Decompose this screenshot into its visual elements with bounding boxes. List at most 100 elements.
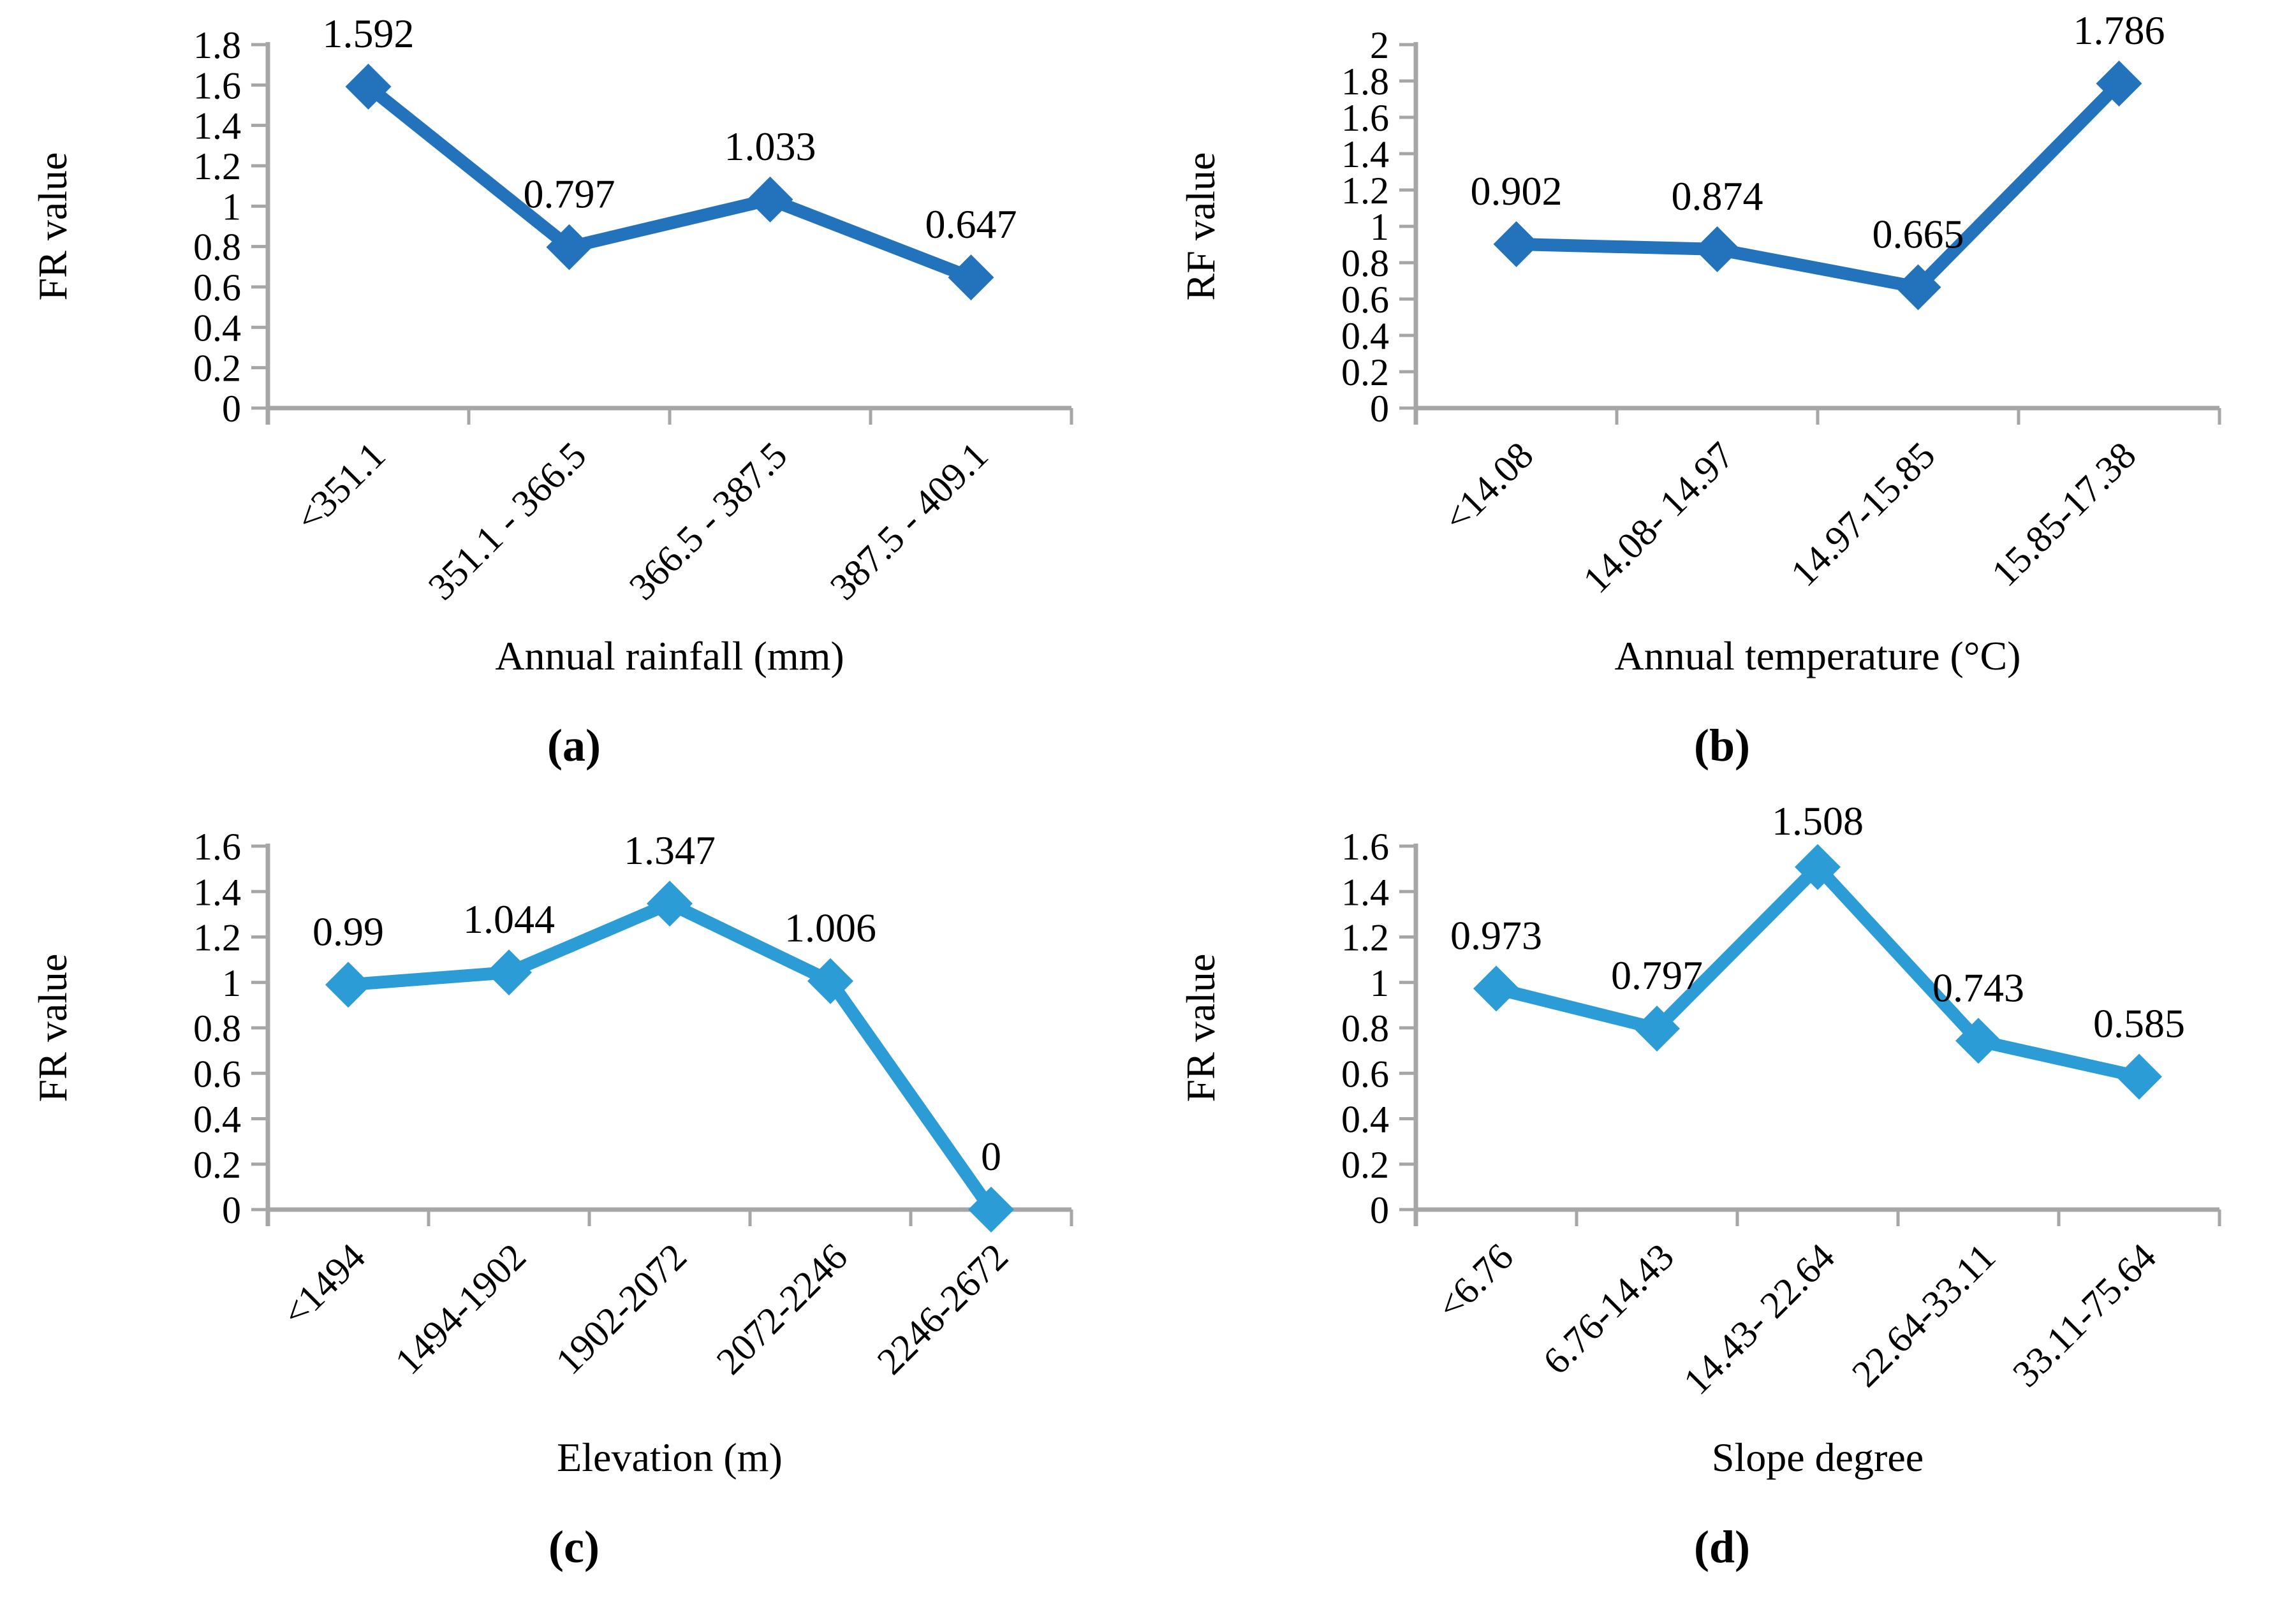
x-axis-title: Annual temperature (°C) bbox=[1615, 633, 2021, 678]
panel-c-caption: (c) bbox=[548, 1521, 600, 1572]
data-point-marker bbox=[1493, 221, 1540, 267]
y-tick-label: 0.8 bbox=[1341, 242, 1389, 284]
data-point-marker bbox=[1694, 226, 1740, 272]
data-point-marker bbox=[747, 176, 793, 223]
y-tick-label: 0 bbox=[1370, 1189, 1389, 1231]
y-tick-label: 1 bbox=[1370, 962, 1389, 1004]
y-tick-label: 1.2 bbox=[1341, 170, 1389, 212]
x-category-label: <351.1 bbox=[288, 434, 394, 540]
series-line bbox=[348, 897, 997, 1213]
y-tick-label: 0.6 bbox=[1341, 1053, 1389, 1095]
panel-b: 0 0.2 0.4 0.6 0.8 1 1.2 1.4 1.6 1.8 2 <14.08 14.08- … bbox=[1148, 0, 2296, 802]
y-tick-label: 0.8 bbox=[1341, 1007, 1389, 1050]
x-category-label: <6.76 bbox=[1429, 1236, 1521, 1328]
x-category-label: <1494 bbox=[274, 1236, 373, 1335]
x-category-label: 14.43- 22.64 bbox=[1675, 1236, 1843, 1403]
y-axis-title: FR value bbox=[30, 954, 75, 1102]
chart-annual-temperature: 00.20.40.60.811.21.41.61.82 <14.08 14.08- … bbox=[1178, 8, 2221, 678]
y-tick-label: 1.6 bbox=[193, 826, 241, 868]
y-tick-label: 0.4 bbox=[193, 307, 241, 349]
data-point-marker bbox=[1795, 844, 1841, 890]
y-tick-label: 1.6 bbox=[1341, 826, 1389, 868]
y-tick-label: 1.4 bbox=[193, 871, 241, 913]
data-point-label: 1.033 bbox=[725, 124, 816, 169]
data-point-marker bbox=[2116, 1053, 2162, 1100]
data-point-marker bbox=[807, 958, 853, 1004]
panel-b-caption: (b) bbox=[1694, 720, 1750, 771]
x-category-label: 2246-2672 bbox=[869, 1236, 1017, 1383]
x-axis-title: Slope degree bbox=[1712, 1435, 1924, 1480]
y-tick-label: 0.4 bbox=[1341, 1099, 1389, 1141]
data-point-label: 0.743 bbox=[1932, 965, 2024, 1010]
y-axis-title: FR value bbox=[30, 152, 75, 301]
data-point-label: 1.786 bbox=[2073, 8, 2165, 53]
data-point-label: 0.99 bbox=[313, 909, 384, 954]
x-axis-title: Elevation (m) bbox=[557, 1435, 783, 1480]
y-tick-label: 1.4 bbox=[1341, 133, 1389, 175]
x-category-label: 366.5 - 387.5 bbox=[621, 434, 795, 608]
data-point-label: 1.044 bbox=[463, 897, 555, 942]
data-point-label: 1.592 bbox=[323, 11, 415, 56]
y-tick-label: 1.6 bbox=[193, 64, 241, 106]
data-point-label: 0.585 bbox=[2093, 1001, 2185, 1046]
chart-annual-rainfall: 00.20.40.60.811.21.41.61.8 <351.1 351.1 - … bbox=[30, 11, 1073, 678]
data-point-marker bbox=[968, 1187, 1014, 1233]
data-point-label: 0.902 bbox=[1471, 168, 1563, 214]
panel-a: 0 0.2 0.4 0.6 0.8 1 1.2 1.4 1.6 1.8 <351.1 351.1 - … bbox=[0, 0, 1148, 802]
y-tick-label: 1.8 bbox=[1341, 61, 1389, 103]
x-category-label: 6.76-14.43 bbox=[1535, 1236, 1682, 1383]
data-point-marker bbox=[948, 254, 994, 301]
y-tick-label: 1 bbox=[1370, 206, 1389, 248]
x-category-label: 22.64-33.11 bbox=[1844, 1236, 2003, 1395]
data-point-label: 1.347 bbox=[624, 828, 716, 873]
y-tick-label: 1.2 bbox=[193, 917, 241, 959]
y-tick-label: 0.2 bbox=[1341, 351, 1389, 393]
y-tick-label: 1.4 bbox=[1341, 871, 1389, 913]
y-tick-label: 1.6 bbox=[1341, 97, 1389, 139]
data-point-marker bbox=[2096, 60, 2142, 106]
y-tick-label: 0.6 bbox=[193, 1053, 241, 1095]
x-category-label: 1494-1902 bbox=[387, 1236, 534, 1383]
y-tick-label: 0 bbox=[1370, 388, 1389, 430]
y-tick-label: 1.8 bbox=[193, 24, 241, 66]
y-tick-label: 0.2 bbox=[193, 348, 241, 390]
y-tick-label: 0.8 bbox=[193, 1007, 241, 1050]
x-category-label: 15.85-17.38 bbox=[1983, 434, 2144, 595]
y-tick-label: 0 bbox=[222, 388, 241, 430]
data-point-label: 0.647 bbox=[925, 201, 1017, 247]
chart-elevation: 00.20.40.60.811.21.41.6<1494 1494-1902 190… bbox=[30, 826, 1073, 1480]
data-point-label: 1.006 bbox=[784, 905, 876, 951]
y-tick-label: 0.6 bbox=[1341, 279, 1389, 321]
y-tick-label: 0.6 bbox=[193, 267, 241, 309]
y-tick-label: 0.2 bbox=[1341, 1144, 1389, 1186]
data-point-marker bbox=[486, 949, 532, 996]
series-line bbox=[364, 82, 974, 284]
y-tick-label: 0.8 bbox=[193, 226, 241, 268]
x-category-label: 1902-2072 bbox=[548, 1236, 695, 1383]
data-point-marker bbox=[1895, 264, 1941, 311]
y-axis-title: RF value bbox=[1178, 152, 1223, 301]
data-point-marker bbox=[647, 881, 693, 927]
x-category-label: <14.08 bbox=[1436, 434, 1542, 540]
chart-slope-degree: 00.20.40.60.811.21.41.6 <6.76 6.76-14.4314… bbox=[1178, 798, 2221, 1480]
y-axis-title: FR value bbox=[1178, 954, 1223, 1102]
y-tick-label: 1 bbox=[222, 962, 241, 1004]
data-point-marker bbox=[546, 224, 592, 270]
panel-a-caption: (a) bbox=[547, 720, 601, 771]
data-point-marker bbox=[1634, 1006, 1680, 1052]
x-category-label: 351.1 - 366.5 bbox=[420, 434, 594, 608]
data-point-label: 0.874 bbox=[1672, 173, 1763, 219]
x-category-label: 387.5 - 409.1 bbox=[822, 434, 996, 608]
data-point-marker bbox=[1473, 965, 1519, 1012]
data-point-marker bbox=[325, 962, 371, 1008]
y-tick-label: 0.4 bbox=[193, 1099, 241, 1141]
y-tick-label: 0 bbox=[222, 1189, 241, 1231]
y-tick-label: 1.4 bbox=[193, 105, 241, 147]
data-point-label: 0.973 bbox=[1450, 912, 1542, 958]
y-tick-label: 2 bbox=[1370, 24, 1389, 66]
panel-d-caption: (d) bbox=[1694, 1521, 1750, 1572]
panel-c: 0 0.2 0.4 0.6 0.8 1 1.2 1.4 1.6 <1494 1494-1902 190… bbox=[0, 802, 1148, 1603]
data-point-marker bbox=[1955, 1018, 2001, 1064]
data-point-label: 0.797 bbox=[1611, 953, 1703, 998]
